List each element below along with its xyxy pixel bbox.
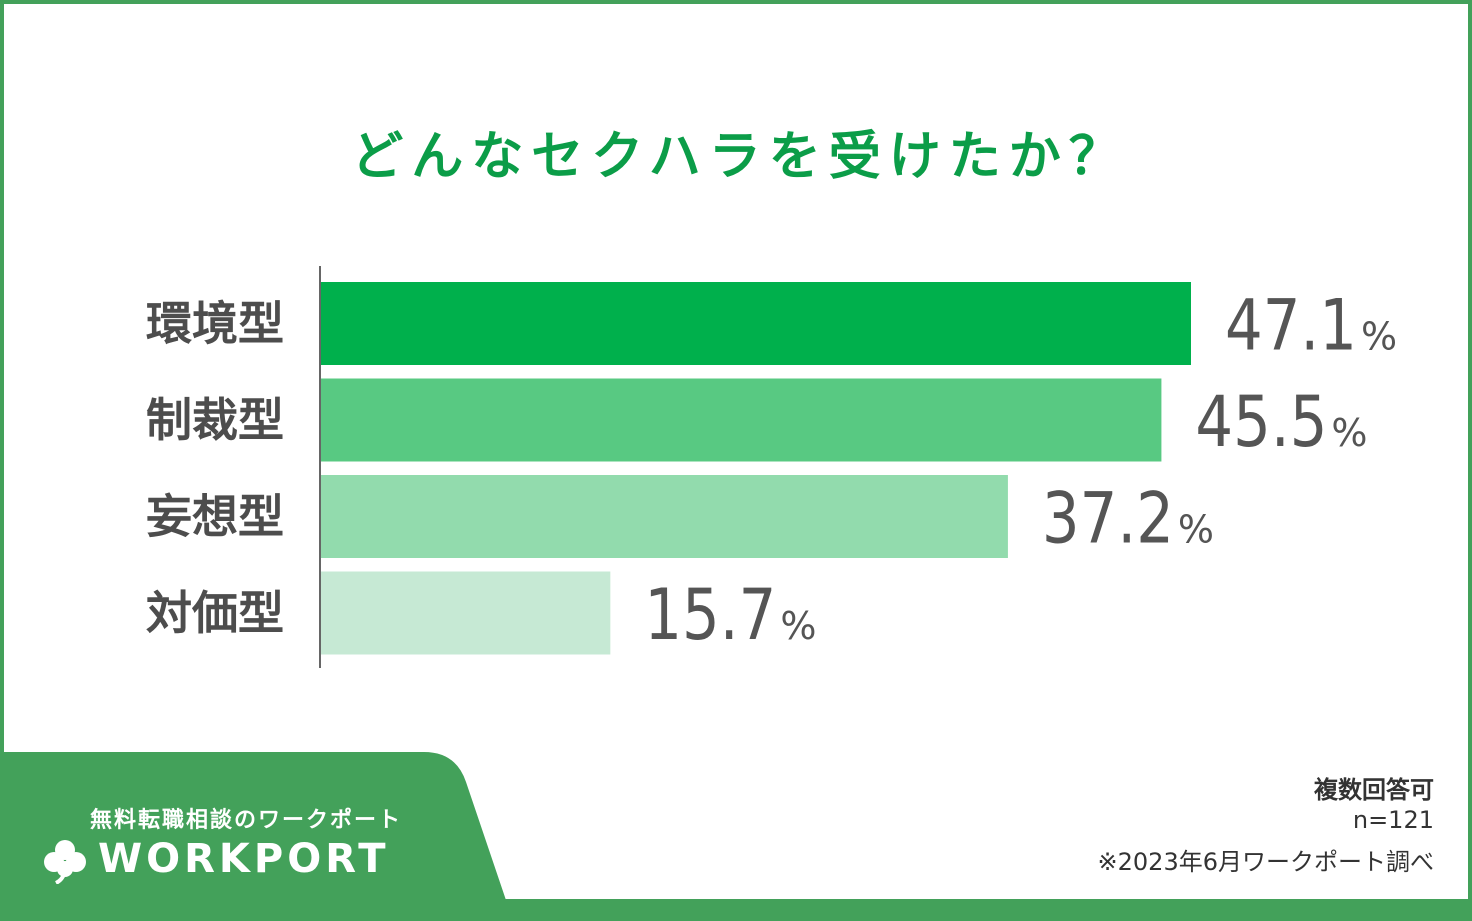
value-label: 45.5 [1195,381,1327,463]
percent-sign: % [1361,315,1397,359]
bar-4 [320,571,611,655]
bar-3 [320,475,1008,558]
category-label: 対価型 [146,586,284,640]
bar-2 [320,378,1162,462]
value-label: 15.7 [644,574,776,656]
clover-icon [44,840,86,884]
category-label: 制裁型 [146,393,284,447]
category-label: 環境型 [146,297,284,351]
percent-sign: % [1178,508,1214,552]
multiple-answer-note: 複数回答可 [1314,776,1434,804]
brand-tagline: 無料転職相談のワークポート [90,808,403,833]
percent-sign: % [780,604,816,648]
source-note: ※2023年6月ワークポート調べ [1097,848,1434,876]
brand-logo-text: WORKPORT [98,836,390,882]
chart-title: どんなセクハラを受けたか？ [351,127,1129,187]
bar-chart: 環境型 47.1 % 制裁型 45.5 % 妄想型 37.2 % 対価型 15.7% [146,266,1397,668]
bar-1 [320,282,1191,365]
value-label: 47.1 [1225,285,1357,367]
sample-size-note: n=121 [1352,806,1434,834]
percent-sign: % [1331,411,1367,455]
category-label: 妄想型 [146,490,284,544]
value-label: 37.2 [1042,478,1174,560]
brand-badge [4,752,506,899]
